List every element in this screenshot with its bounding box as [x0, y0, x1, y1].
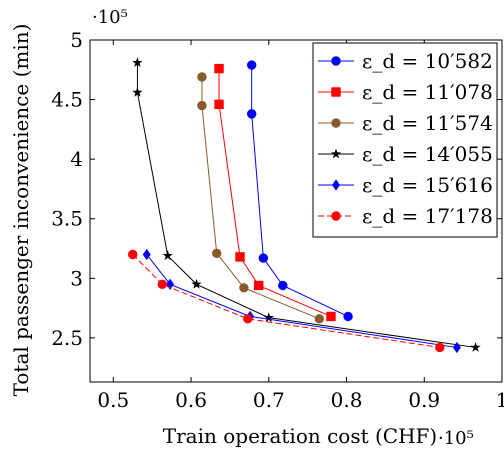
data-point [212, 248, 222, 259]
series-2 [214, 63, 336, 322]
legend-marker [332, 179, 340, 191]
legend-label: ε_d = 10′582 [362, 49, 493, 73]
y-axis-multiplier: ·10⁵ [92, 7, 128, 28]
legend-entry: ε_d = 10′582 [318, 49, 493, 73]
x-tick-label: 0.9 [408, 388, 440, 412]
legend-entry: ε_d = 17′178 [318, 204, 493, 228]
series-5 [142, 248, 461, 354]
legend: ε_d = 10′582 ε_d = 11′078 ε_d = 11′574 ε_d … [312, 42, 498, 238]
data-point [128, 249, 138, 260]
data-point [278, 280, 288, 291]
data-point [326, 311, 336, 322]
data-point [197, 72, 207, 82]
y-tick-label: 4.5 [51, 88, 83, 112]
series-3 [197, 72, 325, 324]
y-tick-label: 2.5 [51, 326, 83, 350]
data-point [258, 253, 269, 263]
data-point [246, 60, 257, 70]
data-point [214, 63, 224, 74]
data-point [197, 100, 207, 111]
y-tick-label: 3.5 [51, 207, 83, 231]
data-point [132, 57, 143, 68]
data-point [191, 278, 202, 289]
y-tick-label: 5 [70, 28, 83, 52]
x-tick-label: 0.8 [331, 388, 363, 412]
data-point [435, 342, 445, 353]
legend-marker [331, 56, 341, 66]
data-point [452, 341, 461, 354]
data-point [132, 87, 143, 97]
data-point [166, 278, 175, 290]
data-point [253, 280, 264, 291]
y-tick-label: 4 [70, 147, 83, 171]
legend-label: ε_d = 11′574 [362, 111, 493, 135]
plot-frame [89, 39, 503, 383]
x-tick-label: 0.5 [97, 388, 129, 412]
x-axis-multiplier: ·10⁵ [438, 428, 474, 449]
data-point [470, 342, 481, 352]
data-point [239, 283, 249, 293]
legend-marker [331, 87, 341, 97]
data-point [214, 99, 224, 110]
data-point [246, 109, 257, 119]
x-tick-label: 1 [496, 388, 504, 412]
data-point [243, 314, 253, 324]
series-line [132, 254, 440, 348]
data-point [157, 279, 167, 289]
series-6 [128, 249, 445, 353]
data-point [142, 248, 151, 261]
legend-marker [331, 118, 341, 128]
legend-entry: ε_d = 11′574 [318, 111, 493, 135]
y-axis-label: Total passenger inconvenience (min) [9, 24, 33, 397]
series-line [146, 254, 457, 348]
y-tick-label: 3 [70, 266, 83, 290]
legend-entry: ε_d = 15′616 [318, 173, 493, 197]
legend-label: ε_d = 14′055 [362, 142, 493, 166]
axis-ticks: 0.5 0.6 0.7 0.8 0.9 1 2.5 3 3.5 4 4.5 5 [51, 28, 504, 412]
data-point [235, 252, 245, 262]
legend-marker [330, 148, 342, 159]
x-tick-label: 0.7 [253, 388, 285, 412]
x-axis-label: Train operation cost (CHF) [163, 424, 437, 448]
data-point [162, 250, 173, 261]
series-1 [246, 60, 353, 322]
legend-label: ε_d = 11′078 [362, 80, 493, 104]
x-tick-label: 0.6 [175, 388, 207, 412]
data-point [343, 311, 353, 322]
series-4 [132, 57, 481, 352]
legend-box [312, 42, 498, 238]
data-point [314, 314, 325, 324]
series-layer [128, 57, 481, 354]
legend-entry: ε_d = 14′055 [318, 142, 493, 166]
legend-marker [331, 211, 341, 221]
legend-entry: ε_d = 11′078 [318, 80, 493, 104]
legend-label: ε_d = 15′616 [362, 173, 493, 197]
legend-label: ε_d = 17′178 [362, 204, 493, 228]
